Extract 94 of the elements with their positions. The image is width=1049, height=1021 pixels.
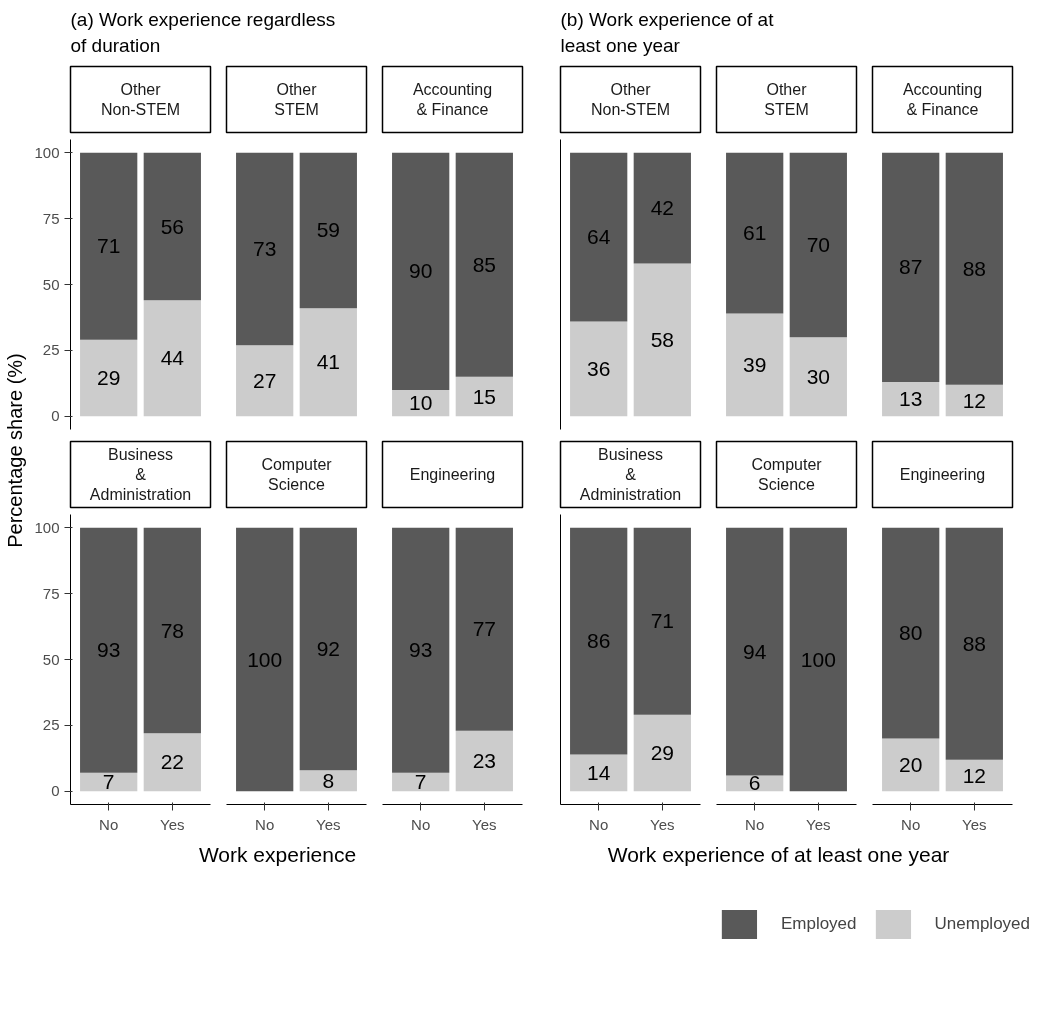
data-label: 88: [962, 631, 986, 655]
data-label: 13: [899, 387, 923, 411]
data-label: 78: [160, 618, 184, 642]
text: (a) Work experience regardless of duration: [70, 9, 336, 56]
data-label: 92: [316, 636, 340, 660]
data-label: 71: [650, 609, 674, 633]
bar: [143, 152, 201, 301]
chart-title: Other Non-STEM: [590, 80, 671, 119]
data-label: 44: [160, 346, 185, 370]
data-label: 86: [587, 629, 611, 653]
data-label: 41: [316, 350, 340, 374]
data-label: 61: [743, 221, 767, 245]
y-tick-label: 50: [42, 275, 60, 293]
y-tick-label: 100: [34, 518, 60, 536]
data-label: 39: [743, 352, 767, 376]
data-label: 77: [472, 617, 496, 641]
chart-title: Other STEM: [274, 80, 319, 119]
data-label: 29: [97, 366, 121, 390]
bar: [80, 772, 138, 792]
chart-title: Engineering: [899, 466, 986, 483]
data-label: 10: [409, 391, 433, 415]
data-label: 15: [472, 384, 496, 408]
data-label: 58: [650, 327, 674, 351]
x-tick-label: Yes: [316, 815, 341, 833]
data-label: 56: [160, 214, 184, 238]
data-label: 59: [316, 218, 340, 242]
data-label: 80: [899, 621, 923, 645]
data-label: 70: [806, 232, 830, 256]
bar: [143, 527, 201, 734]
bar: [143, 733, 201, 792]
data-label: 7: [102, 770, 115, 794]
x-tick-label: No: [411, 815, 431, 833]
data-label: 71: [97, 234, 121, 258]
data-label: 85: [472, 252, 496, 276]
data-label: 93: [409, 638, 433, 662]
y-tick-label: 100: [34, 143, 60, 161]
chart-title: Business & Administration: [579, 445, 682, 504]
data-label: 23: [472, 749, 496, 772]
data-label: 6: [748, 771, 761, 795]
data-label: 36: [587, 356, 611, 380]
data-label: 64: [587, 225, 611, 249]
x-tick-label: Yes: [962, 815, 987, 833]
x-tick-label: No: [901, 815, 921, 833]
x-tick-label: No: [589, 815, 609, 833]
x-tick-label: Yes: [472, 815, 497, 833]
chart-title: Computer Science: [751, 455, 823, 494]
y-tick-label: 50: [42, 650, 60, 668]
data-label: 20: [899, 752, 923, 776]
data-label: 30: [806, 364, 830, 388]
legend-label: Unemployed: [934, 914, 1030, 934]
data-label: 100: [247, 647, 283, 671]
chart-title: Other Non-STEM: [100, 80, 181, 119]
x-tick-label: No: [745, 815, 765, 833]
data-label: 42: [650, 196, 674, 220]
y-tick-label: 75: [42, 209, 60, 227]
bar: [80, 339, 138, 417]
y-tick-label: 75: [42, 584, 60, 602]
data-label: 73: [253, 236, 277, 260]
data-label: 12: [962, 388, 986, 412]
legend-label: Employed: [780, 914, 857, 934]
data-label: 93: [97, 638, 121, 662]
data-label: 7: [414, 770, 427, 794]
bar: [80, 152, 138, 340]
x-tick-label: Yes: [160, 815, 185, 833]
x-axis-title: Work experience: [198, 843, 357, 866]
y-tick-label: 0: [51, 407, 60, 425]
x-tick-label: No: [255, 815, 275, 833]
data-label: 90: [409, 259, 433, 283]
data-label: 29: [650, 741, 674, 765]
data-label: 87: [899, 255, 923, 279]
data-label: 94: [743, 639, 767, 663]
y-axis-title: Percentage share (%): [3, 353, 26, 548]
chart-title: Computer Science: [261, 455, 333, 494]
text: (b) Work experience of at least one year: [560, 9, 775, 56]
x-tick-label: Yes: [650, 815, 675, 833]
data-label: 100: [800, 647, 836, 671]
y-tick-label: 0: [51, 782, 60, 800]
data-label: 8: [322, 768, 335, 792]
data-label: 12: [962, 763, 986, 787]
x-tick-label: No: [99, 815, 119, 833]
chart-title: Other STEM: [764, 80, 809, 119]
chart-title: Business & Administration: [89, 445, 192, 504]
x-axis-title: Work experience of at least one year: [607, 843, 950, 866]
x-tick-label: Yes: [806, 815, 831, 833]
data-label: 22: [160, 750, 184, 774]
data-label: 14: [587, 760, 611, 784]
data-label: 88: [962, 256, 986, 280]
bar: [143, 300, 201, 417]
y-tick-label: 25: [42, 716, 60, 734]
data-label: 27: [253, 368, 277, 392]
chart-title: Accounting & Finance: [412, 80, 493, 119]
y-tick-label: 25: [42, 341, 60, 359]
chart-title: Engineering: [409, 466, 496, 483]
chart-title: Accounting & Finance: [902, 80, 983, 119]
